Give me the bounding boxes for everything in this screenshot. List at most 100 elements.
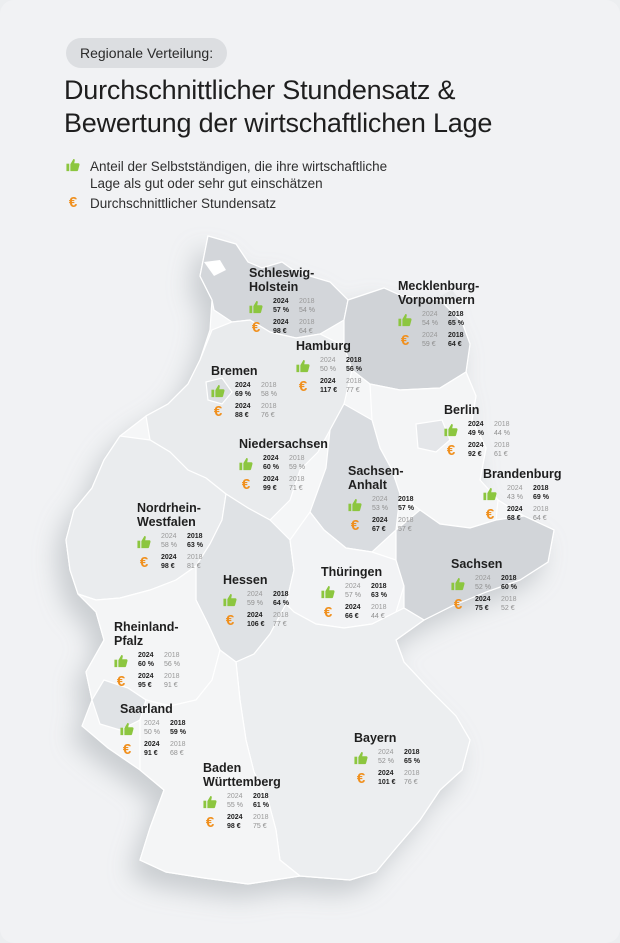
year-col-2018: 2018 64 % xyxy=(273,591,299,608)
year-label: 2024 xyxy=(247,591,263,598)
share-value-2018: 61 % xyxy=(253,801,269,809)
year-col-2018: 2018 61 € xyxy=(494,442,520,459)
euro-glyph: € xyxy=(356,770,366,787)
region-bw: Baden Württemberg 2024 55 % 2018 61 % €2024 98 … xyxy=(203,761,281,831)
year-col-2024: 2024 54 % xyxy=(422,311,448,328)
region-by: Bayern 2024 52 % 2018 65 % €2024 101 €2018 76 € xyxy=(354,731,430,787)
region-name: Rheinland- Pfalz xyxy=(114,620,190,648)
share-row: 2024 57 % 2018 54 % xyxy=(249,298,325,315)
thumbs-up-icon-glyph xyxy=(398,313,412,327)
euro-icon: € xyxy=(444,443,468,458)
rate-row: €2024 101 €2018 76 € xyxy=(354,770,430,787)
year-label: 2018 xyxy=(371,604,387,611)
thumbs-up-icon-glyph xyxy=(239,457,253,471)
year-label: 2018 xyxy=(346,378,362,385)
euro-icon: € xyxy=(223,613,247,628)
year-col-2018: 2018 65 % xyxy=(404,749,430,766)
share-row: 2024 49 % 2018 44 % xyxy=(444,421,520,438)
year-col-2018: 2018 63 % xyxy=(187,533,213,550)
rate-row: €2024 106 €2018 77 € xyxy=(223,612,299,629)
year-col-2018: 2018 54 % xyxy=(299,298,325,315)
euro-icon: € xyxy=(451,597,475,612)
share-row: 2024 50 % 2018 56 % xyxy=(296,357,372,374)
year-label: 2018 xyxy=(494,421,510,428)
region-name: Bayern xyxy=(354,731,430,745)
rate-value-2024: 99 € xyxy=(263,484,277,492)
year-label: 2018 xyxy=(273,591,289,598)
euro-icon: € xyxy=(249,320,273,335)
state-berlin xyxy=(415,419,451,453)
region-name-line2: Holstein xyxy=(249,280,299,294)
rate-value-2018: 44 € xyxy=(371,612,385,620)
share-value-2024: 57 % xyxy=(273,306,289,314)
region-name: Saarland xyxy=(120,702,196,716)
euro-glyph: € xyxy=(323,604,333,621)
thumbs-up-icon-glyph xyxy=(249,300,263,314)
year-col-2018: 2018 65 % xyxy=(448,311,474,328)
year-col-2024: 2024 60 % xyxy=(263,455,289,472)
year-label: 2018 xyxy=(533,485,549,492)
legend-share-text: Anteil der Selbstständigen, die ihre wir… xyxy=(90,159,388,191)
euro-glyph: € xyxy=(350,517,360,534)
rate-value-2018: 64 € xyxy=(533,514,547,522)
share-value-2018: 56 % xyxy=(164,660,180,668)
year-col-2024: 2024 57 % xyxy=(273,298,299,315)
year-label: 2024 xyxy=(378,749,394,756)
euro-icon: € xyxy=(483,507,507,522)
share-value-2018: 57 % xyxy=(398,504,414,512)
year-label: 2018 xyxy=(501,575,517,582)
euro-icon: € xyxy=(203,815,227,830)
region-nw: Nordrhein- Westfalen 2024 58 % 2018 63 % €2024… xyxy=(137,501,213,571)
share-value-2024: 60 % xyxy=(138,660,154,668)
rate-value-2024: 88 € xyxy=(235,411,249,419)
rate-value-2024: 75 € xyxy=(475,604,489,612)
share-row: 2024 55 % 2018 61 % xyxy=(203,793,281,810)
thumbs-up-icon xyxy=(398,313,422,327)
year-col-2024: 2024 98 € xyxy=(273,319,299,336)
thumbs-up-icon xyxy=(249,300,273,314)
rate-row: €2024 68 €2018 64 € xyxy=(483,506,561,523)
year-label: 2018 xyxy=(253,814,269,821)
thumbs-up-icon-glyph xyxy=(354,751,368,765)
share-value-2018: 59 % xyxy=(289,463,305,471)
rate-row: €2024 67 €2018 57 € xyxy=(348,517,424,534)
year-col-2018: 2018 57 % xyxy=(398,496,424,513)
region-sl: Saarland 2024 50 % 2018 59 % €2024 91 €2018 68 … xyxy=(120,702,196,758)
state-schleswig-holstein xyxy=(199,235,349,339)
thumbs-up-icon xyxy=(114,654,138,668)
year-label: 2024 xyxy=(345,604,361,611)
year-label: 2018 xyxy=(261,382,277,389)
thumbs-up-icon-glyph xyxy=(483,487,497,501)
share-value-2024: 43 % xyxy=(507,493,523,501)
legend-rate: € Durchschnittlicher Stundensatz xyxy=(66,195,410,212)
year-label: 2018 xyxy=(164,652,180,659)
year-label: 2018 xyxy=(299,298,315,305)
rate-value-2024: 66 € xyxy=(345,612,359,620)
thumbs-up-icon-glyph xyxy=(348,498,362,512)
rate-row: €2024 98 €2018 64 € xyxy=(249,319,325,336)
year-label: 2018 xyxy=(398,496,414,503)
year-label: 2024 xyxy=(345,583,361,590)
share-value-2018: 56 % xyxy=(346,365,362,373)
rate-value-2018: 61 € xyxy=(494,450,508,458)
year-col-2018: 2018 77 € xyxy=(346,378,372,395)
share-row: 2024 54 % 2018 65 % xyxy=(398,311,479,328)
rate-value-2024: 101 € xyxy=(378,778,396,786)
region-name-line1: Rheinland- xyxy=(114,620,179,634)
year-col-2024: 2024 98 € xyxy=(161,554,187,571)
rate-value-2018: 77 € xyxy=(273,620,287,628)
year-label: 2018 xyxy=(371,583,387,590)
year-label: 2024 xyxy=(468,442,484,449)
region-bb: Brandenburg 2024 43 % 2018 69 % €2024 68 €2018… xyxy=(483,467,561,523)
euro-glyph: € xyxy=(251,319,261,336)
year-col-2018: 2018 59 % xyxy=(289,455,315,472)
region-be: Berlin 2024 49 % 2018 44 % €2024 92 €2018 61 € xyxy=(444,403,520,459)
year-col-2024: 2024 57 % xyxy=(345,583,371,600)
year-label: 2024 xyxy=(235,403,251,410)
region-name: Sachsen xyxy=(451,557,527,571)
euro-glyph: € xyxy=(400,332,410,349)
euro-glyph: € xyxy=(213,403,223,420)
year-col-2024: 2024 43 % xyxy=(507,485,533,502)
rate-value-2024: 91 € xyxy=(144,749,158,757)
euro-icon: € xyxy=(398,333,422,348)
